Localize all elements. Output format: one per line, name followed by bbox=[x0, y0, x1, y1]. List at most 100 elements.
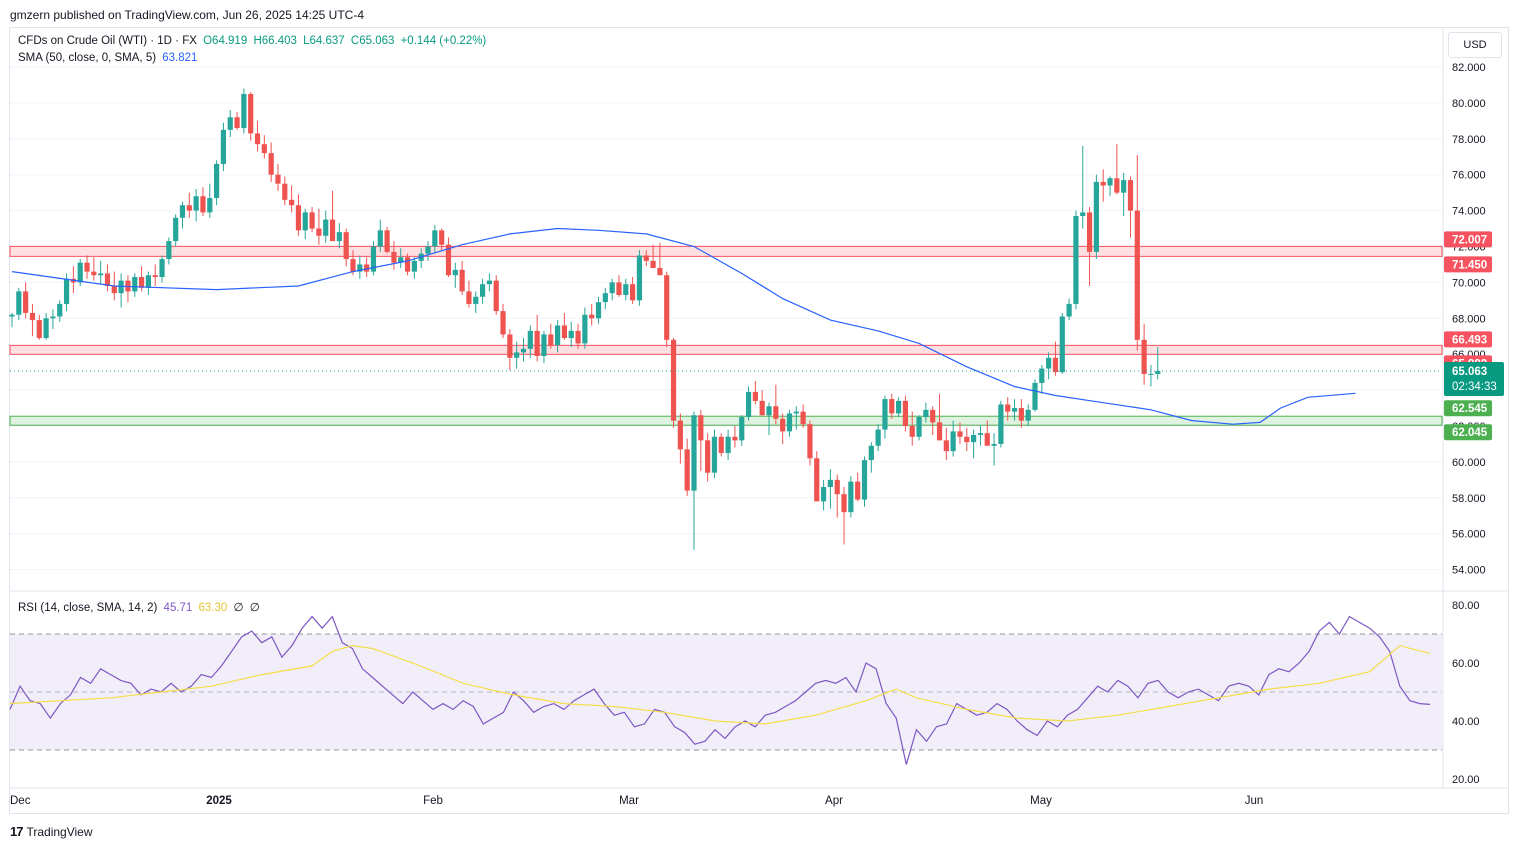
candle-up bbox=[609, 282, 615, 294]
candle-down bbox=[575, 330, 581, 344]
candle-up bbox=[166, 241, 172, 260]
candle-down bbox=[500, 311, 506, 335]
candle-down bbox=[254, 133, 261, 145]
candle-up bbox=[1121, 180, 1127, 193]
candle-down bbox=[138, 277, 145, 288]
main-legend: CFDs on Crude Oil (WTI) · 1D · FX O64.91… bbox=[18, 35, 489, 47]
rsi-label[interactable]: RSI (14, close, SMA, 14, 2) bbox=[18, 602, 158, 614]
rsi-ma-line bbox=[9, 644, 1431, 725]
price-tag-red bbox=[1444, 231, 1492, 248]
countdown-text: 02:34:33 bbox=[1452, 381, 1497, 393]
candle-up bbox=[568, 330, 574, 339]
candle-up bbox=[848, 481, 854, 513]
y-tick-label: 78.000 bbox=[1452, 134, 1486, 146]
candle-up bbox=[1080, 212, 1086, 216]
candle-up bbox=[411, 260, 417, 272]
candle-down bbox=[800, 411, 806, 425]
candle-down bbox=[364, 264, 370, 272]
candle-down bbox=[343, 232, 349, 260]
candle-up bbox=[875, 429, 881, 446]
tradingview-logo-icon: 17 bbox=[10, 824, 24, 839]
candle-down bbox=[104, 273, 111, 286]
candle-down bbox=[507, 334, 513, 358]
candle-down bbox=[984, 433, 990, 446]
candle-up bbox=[377, 230, 383, 247]
candle-up bbox=[1148, 373, 1154, 375]
candle-up bbox=[520, 348, 527, 353]
candle-down bbox=[261, 144, 267, 154]
change-value: +0.144 (+0.22%) bbox=[400, 35, 487, 47]
candle-up bbox=[595, 302, 602, 319]
candle-up bbox=[336, 232, 342, 242]
candle-down bbox=[664, 275, 670, 340]
price-tag-text: 62.545 bbox=[1452, 403, 1488, 415]
candle-up bbox=[50, 316, 56, 319]
candle-down bbox=[561, 325, 568, 339]
candle-down bbox=[1127, 180, 1134, 211]
candle-down bbox=[814, 458, 820, 502]
candle-up bbox=[1066, 303, 1072, 317]
candle-down bbox=[855, 481, 861, 500]
candle-down bbox=[439, 230, 445, 245]
candle-up bbox=[9, 314, 15, 317]
candle-down bbox=[548, 334, 554, 346]
candle-down bbox=[111, 285, 117, 294]
candle-up bbox=[241, 93, 247, 129]
candle-up bbox=[179, 205, 186, 218]
candle-up bbox=[582, 314, 588, 344]
candle-down bbox=[684, 449, 690, 491]
candle-down bbox=[23, 291, 29, 313]
candle-up bbox=[370, 246, 377, 272]
price-tag-text: 72.007 bbox=[1452, 234, 1487, 246]
candle-down bbox=[698, 415, 704, 441]
y-tick-label: 68.000 bbox=[1452, 313, 1486, 325]
candle-up bbox=[1039, 368, 1045, 383]
candle-down bbox=[889, 399, 895, 414]
candle-down bbox=[384, 230, 390, 252]
candle-up bbox=[793, 411, 799, 414]
candle-down bbox=[930, 409, 936, 423]
candle-up bbox=[923, 409, 929, 418]
candle-down bbox=[1052, 357, 1059, 373]
candle-up bbox=[16, 291, 22, 315]
candle-down bbox=[718, 436, 724, 453]
candle-down bbox=[780, 418, 786, 432]
candle-down bbox=[964, 436, 970, 443]
candle-up bbox=[193, 196, 199, 211]
candle-down bbox=[1005, 404, 1011, 412]
candle-up bbox=[63, 278, 70, 304]
candle-down bbox=[1141, 339, 1147, 374]
candle-up bbox=[998, 404, 1004, 444]
symbol-label[interactable]: CFDs on Crude Oil (WTI) · 1D · FX bbox=[18, 35, 197, 47]
y-tick-label: 56.000 bbox=[1452, 529, 1486, 541]
high-value: H66.403 bbox=[253, 35, 297, 47]
candle-up bbox=[1155, 371, 1161, 374]
close-value: C65.063 bbox=[350, 35, 395, 47]
candle-down bbox=[752, 391, 758, 401]
candle-up bbox=[425, 246, 431, 254]
candle-up bbox=[43, 318, 49, 339]
price-zone-green bbox=[9, 415, 1443, 426]
candle-down bbox=[936, 422, 943, 441]
candle-up bbox=[1059, 316, 1065, 373]
candle-up bbox=[145, 275, 151, 288]
candle-down bbox=[534, 330, 540, 356]
y-tick-label: 74.000 bbox=[1452, 206, 1486, 218]
candle-up bbox=[1093, 181, 1099, 252]
price-tag-text: 62.045 bbox=[1452, 427, 1488, 439]
candle-down bbox=[909, 426, 915, 437]
candle-up bbox=[725, 436, 731, 453]
candle-up bbox=[473, 296, 479, 304]
candle-up bbox=[1107, 178, 1113, 186]
candle-up bbox=[820, 487, 827, 502]
currency-button[interactable]: USD bbox=[1448, 32, 1502, 58]
candle-up bbox=[1032, 382, 1038, 410]
candle-down bbox=[466, 291, 472, 304]
price-tag-red bbox=[1444, 331, 1492, 348]
candle-up bbox=[555, 325, 561, 346]
candle-down bbox=[1018, 408, 1024, 421]
candle-up bbox=[541, 334, 547, 356]
sma-label[interactable]: SMA (50, close, 0, SMA, 5) bbox=[18, 52, 157, 64]
candle-up bbox=[207, 198, 213, 213]
